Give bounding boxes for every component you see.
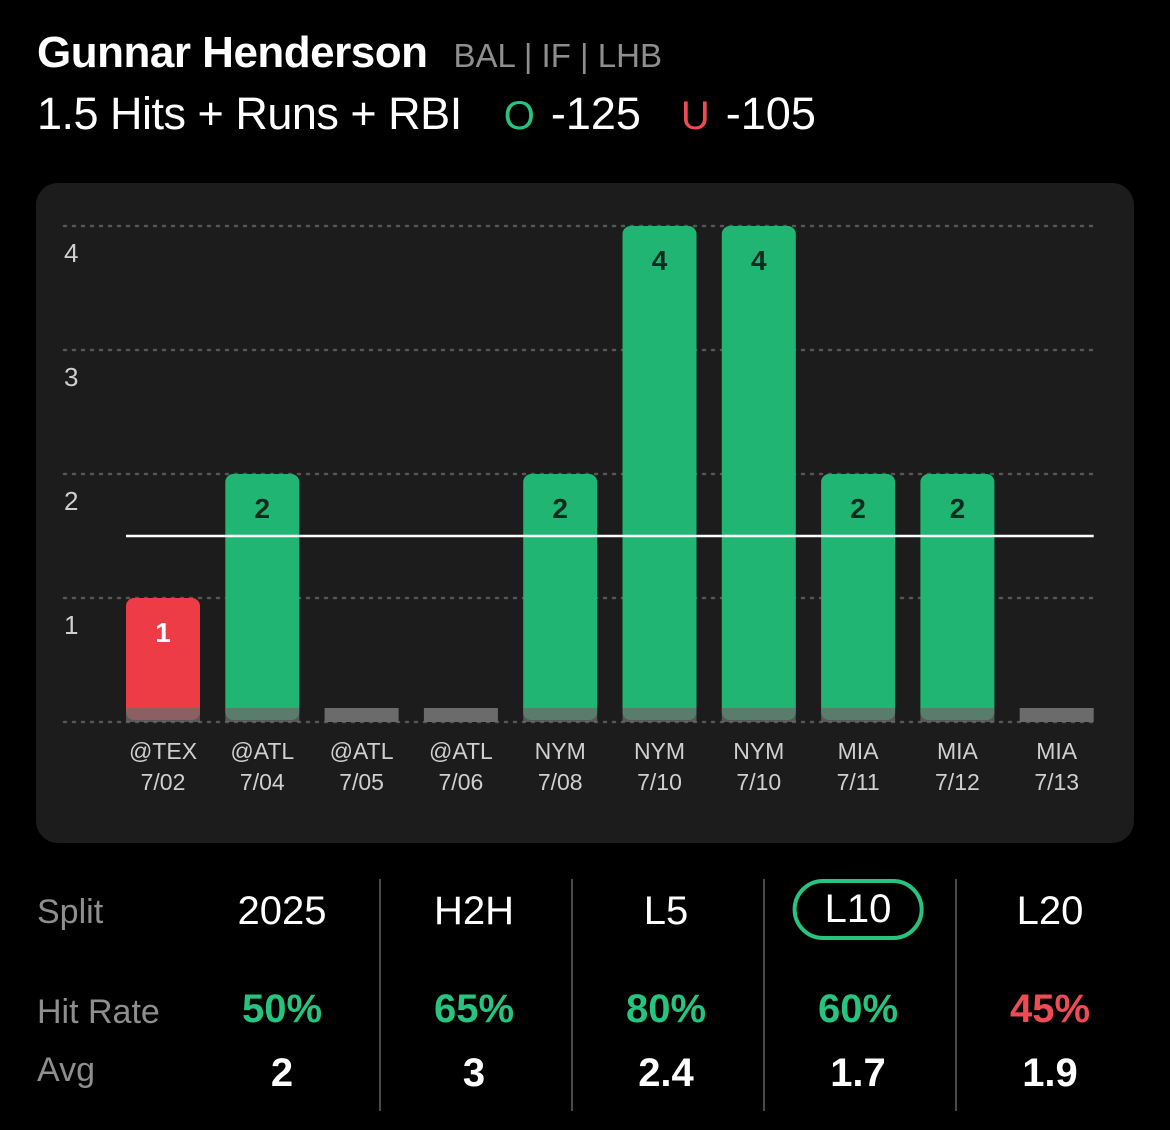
over-odds-button[interactable]: O -125	[504, 88, 641, 140]
split-row-label: Split	[37, 893, 104, 931]
split-divider	[571, 879, 573, 1111]
over-letter: O	[503, 94, 535, 138]
under-odds: -105	[725, 88, 816, 139]
bar-base	[821, 708, 896, 722]
hit-rate-value: 45%	[1009, 987, 1091, 1031]
game-log-chart: 1 2 3 4 1 @TEX 7/02 2 @ATL 7/04 @ATL 7/05 @ATL 7/06 2 N…	[62, 224, 1100, 795]
bar-value-label: 4	[751, 245, 767, 276]
x-tick-opponent: NYM	[733, 738, 784, 764]
bar-value-label: 1	[155, 617, 171, 648]
split-tab-l10[interactable]: L10	[792, 879, 924, 940]
x-tick-date: 7/10	[637, 769, 682, 795]
avg-value: 3	[462, 1051, 486, 1095]
game-log-chart-card: 1 2 3 4 1 @TEX 7/02 2 @ATL 7/04 @ATL 7/05 @ATL 7/06 2 N…	[36, 183, 1134, 843]
under-odds-button[interactable]: U -105	[681, 88, 816, 140]
x-tick-opponent: @ATL	[230, 738, 294, 764]
x-tick-date: 7/13	[1034, 769, 1079, 795]
player-title-row: Gunnar Henderson BAL | IF | LHB	[37, 28, 1137, 78]
x-tick-date: 7/05	[339, 769, 384, 795]
hit-rate-value: 60%	[817, 987, 899, 1031]
bar-value-label: 2	[255, 493, 271, 524]
x-tick-opponent: NYM	[634, 738, 685, 764]
split-divider	[763, 879, 765, 1111]
bar-base	[225, 708, 300, 722]
x-tick-opponent: MIA	[1036, 738, 1078, 764]
hit-rate-row-label: Hit Rate	[37, 993, 160, 1031]
bar-base	[920, 708, 995, 722]
avg-row-label: Avg	[37, 1051, 95, 1089]
x-tick-date: 7/04	[240, 769, 285, 795]
x-tick-opponent: @ATL	[330, 738, 394, 764]
player-meta: BAL | IF | LHB	[453, 37, 663, 74]
bar-base	[324, 708, 399, 722]
player-name: Gunnar Henderson	[37, 28, 428, 77]
avg-value: 2	[270, 1051, 294, 1095]
prop-line-row: 1.5 Hits + Runs + RBI O -125 U -105	[37, 88, 1137, 140]
split-tab-2025[interactable]: 2025	[237, 889, 327, 933]
split-divider	[955, 879, 957, 1111]
x-tick-date: 7/06	[439, 769, 484, 795]
split-column-2025: 2025 50% 2	[192, 875, 372, 1115]
x-tick-opponent: @TEX	[129, 738, 197, 764]
bar-value-label: 2	[552, 493, 568, 524]
x-tick-opponent: MIA	[838, 738, 880, 764]
split-column-l20: L20 45% 1.9	[960, 875, 1140, 1115]
bar-value-label: 4	[652, 245, 668, 276]
split-tab-l5[interactable]: L5	[643, 889, 689, 933]
y-tick-label: 4	[64, 238, 78, 268]
hit-rate-value: 65%	[433, 987, 515, 1031]
bar-hit[interactable]	[721, 226, 796, 720]
split-divider	[379, 879, 381, 1111]
split-column-l5: L5 80% 2.4	[576, 875, 756, 1115]
bar-value-label: 2	[850, 493, 866, 524]
avg-value: 1.9	[1022, 1051, 1078, 1095]
x-tick-date: 7/02	[141, 769, 186, 795]
y-tick-label: 3	[64, 362, 78, 392]
split-tab-h2h[interactable]: H2H	[433, 889, 515, 933]
bar-base	[423, 708, 498, 722]
y-tick-label: 1	[64, 610, 78, 640]
player-header: Gunnar Henderson BAL | IF | LHB 1.5 Hits…	[37, 28, 1137, 140]
bar-value-label: 2	[950, 493, 966, 524]
x-tick-date: 7/11	[837, 769, 880, 795]
bar-base	[523, 708, 598, 722]
splits-table: Split Hit Rate Avg 2025 50% 2 H2H 65% 3 L5 80% 2…	[0, 875, 1170, 1115]
x-tick-opponent: @ATL	[429, 738, 493, 764]
hit-rate-value: 80%	[625, 987, 707, 1031]
prop-line-label: 1.5 Hits + Runs + RBI	[37, 88, 462, 139]
bar-miss[interactable]	[126, 598, 200, 720]
bar-base	[1019, 708, 1094, 722]
y-tick-label: 2	[64, 486, 78, 516]
x-tick-date: 7/12	[935, 769, 980, 795]
x-tick-date: 7/10	[736, 769, 781, 795]
split-column-h2h: H2H 65% 3	[384, 875, 564, 1115]
x-tick-opponent: MIA	[937, 738, 979, 764]
over-odds: -125	[550, 88, 641, 139]
hit-rate-value: 50%	[241, 987, 323, 1031]
avg-value: 2.4	[638, 1051, 694, 1095]
bar-base	[126, 708, 200, 722]
under-letter: U	[680, 94, 710, 138]
x-tick-date: 7/08	[538, 769, 583, 795]
bar-hit[interactable]	[622, 226, 697, 720]
bar-base	[721, 708, 796, 722]
split-column-l10: L10 60% 1.7	[768, 875, 948, 1115]
bar-base	[622, 708, 697, 722]
x-tick-opponent: NYM	[535, 738, 586, 764]
split-tab-l20[interactable]: L20	[1016, 889, 1084, 933]
avg-value: 1.7	[830, 1051, 886, 1095]
